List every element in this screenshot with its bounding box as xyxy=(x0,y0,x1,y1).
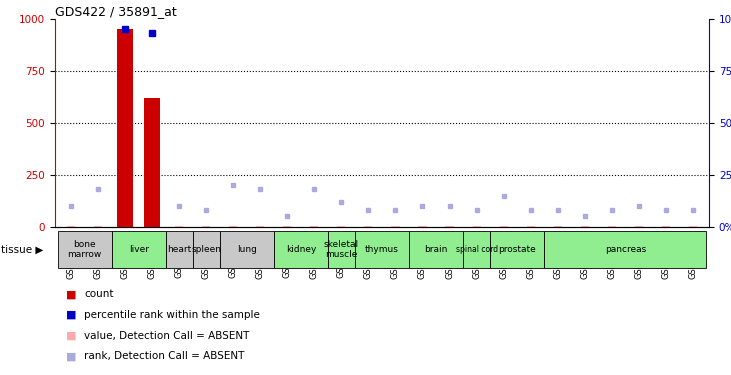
Text: rank, Detection Call = ABSENT: rank, Detection Call = ABSENT xyxy=(84,351,244,361)
Bar xyxy=(526,226,534,227)
Bar xyxy=(67,226,75,227)
Bar xyxy=(607,226,616,227)
Bar xyxy=(463,231,490,268)
Text: prostate: prostate xyxy=(499,245,536,254)
Text: GDS422 / 35891_at: GDS422 / 35891_at xyxy=(55,4,177,18)
Bar xyxy=(337,226,346,227)
Bar xyxy=(499,226,507,227)
Text: brain: brain xyxy=(424,245,447,254)
Text: spinal cord: spinal cord xyxy=(455,245,498,254)
Text: value, Detection Call = ABSENT: value, Detection Call = ABSENT xyxy=(84,331,249,340)
Text: tissue ▶: tissue ▶ xyxy=(1,244,44,254)
Text: heart: heart xyxy=(167,245,192,254)
Bar xyxy=(257,226,265,227)
Bar xyxy=(202,226,211,227)
Text: ■: ■ xyxy=(66,290,76,299)
Text: spleen: spleen xyxy=(192,245,221,254)
Bar xyxy=(355,231,409,268)
Text: ■: ■ xyxy=(66,331,76,340)
Bar xyxy=(220,231,274,268)
Bar xyxy=(117,29,133,227)
Bar xyxy=(391,226,400,227)
Bar xyxy=(328,231,355,268)
Bar xyxy=(418,226,427,227)
Bar xyxy=(409,231,463,268)
Bar xyxy=(662,226,670,227)
Bar xyxy=(364,226,373,227)
Bar xyxy=(175,226,183,227)
Bar xyxy=(445,226,454,227)
Text: thymus: thymus xyxy=(365,245,399,254)
Bar xyxy=(94,226,102,227)
Text: percentile rank within the sample: percentile rank within the sample xyxy=(84,310,260,320)
Bar xyxy=(472,226,480,227)
Bar xyxy=(689,226,697,227)
Text: skeletal
muscle: skeletal muscle xyxy=(324,240,359,259)
Bar xyxy=(553,226,561,227)
Text: pancreas: pancreas xyxy=(605,245,646,254)
Bar xyxy=(274,231,328,268)
Bar xyxy=(284,226,292,227)
Bar xyxy=(58,231,112,268)
Bar xyxy=(112,231,166,268)
Bar xyxy=(310,226,319,227)
Text: ■: ■ xyxy=(66,310,76,320)
Bar xyxy=(193,231,220,268)
Bar xyxy=(544,231,706,268)
Bar xyxy=(230,226,238,227)
Text: liver: liver xyxy=(129,245,148,254)
Text: bone
marrow: bone marrow xyxy=(67,240,102,259)
Bar xyxy=(490,231,544,268)
Bar xyxy=(144,98,160,227)
Text: lung: lung xyxy=(237,245,257,254)
Text: count: count xyxy=(84,290,113,299)
Bar xyxy=(580,226,588,227)
Text: kidney: kidney xyxy=(286,245,316,254)
Bar xyxy=(166,231,193,268)
Bar xyxy=(635,226,643,227)
Text: ■: ■ xyxy=(66,351,76,361)
